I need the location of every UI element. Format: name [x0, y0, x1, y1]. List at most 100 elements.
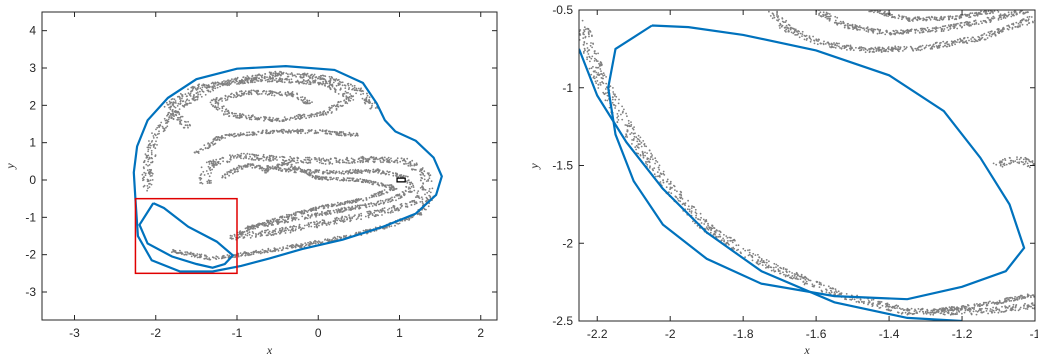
scatter-point — [887, 305, 890, 308]
scatter-point — [737, 248, 739, 251]
scatter-point — [214, 142, 217, 145]
scatter-point — [177, 252, 179, 255]
scatter-point — [595, 71, 598, 74]
scatter-point — [172, 103, 175, 106]
scatter-point — [293, 166, 296, 169]
scatter-point — [303, 114, 306, 116]
scatter-point — [295, 225, 297, 228]
scatter-point — [244, 115, 247, 117]
scatter-point — [381, 200, 384, 202]
scatter-point — [789, 28, 792, 31]
scatter-point — [612, 93, 615, 95]
scatter-point — [349, 93, 352, 95]
scatter-point — [228, 115, 231, 117]
scatter-band-upper-spiral — [163, 76, 355, 129]
scatter-point — [985, 310, 988, 312]
scatter-point — [219, 85, 222, 88]
scatter-point — [808, 36, 811, 39]
scatter-point — [322, 221, 324, 224]
scatter-point — [369, 101, 371, 104]
scatter-point — [237, 252, 240, 255]
scatter-point — [390, 225, 393, 228]
scatter-point — [287, 170, 290, 173]
scatter-point — [417, 190, 420, 193]
scatter-point — [276, 74, 279, 77]
scatter-point — [268, 93, 271, 96]
scatter-point — [272, 78, 274, 80]
scatter-point — [586, 47, 589, 49]
scatter-point — [876, 304, 878, 306]
scatter-point — [271, 119, 274, 122]
scatter-point — [725, 235, 728, 238]
scatter-point — [341, 203, 344, 206]
scatter-point — [334, 219, 337, 221]
scatter-point — [795, 273, 797, 276]
scatter-point — [757, 259, 759, 262]
scatter-point — [718, 233, 721, 236]
scatter-point — [352, 169, 354, 171]
scatter-point — [289, 230, 292, 232]
scatter-point — [267, 234, 269, 236]
scatter-point — [279, 80, 281, 83]
scatter-point — [818, 286, 821, 288]
scatter-point — [680, 196, 683, 199]
scatter-bands — [141, 70, 435, 261]
scatter-point — [612, 87, 614, 89]
scatter-point — [662, 181, 665, 184]
scatter-point — [257, 154, 260, 157]
scatter-point — [259, 231, 262, 234]
scatter-point — [273, 91, 275, 93]
scatter-point — [382, 170, 384, 173]
scatter-point — [845, 293, 848, 295]
scatter-point — [804, 278, 807, 281]
scatter-point — [265, 131, 267, 134]
scatter-point — [214, 87, 217, 90]
scatter-point — [324, 163, 327, 165]
scatter-point — [397, 194, 399, 197]
scatter-point — [777, 264, 779, 267]
scatter-point — [677, 199, 680, 202]
scatter-point — [290, 131, 292, 134]
scatter-point — [195, 95, 198, 98]
scatter-point — [315, 215, 317, 218]
scatter-point — [333, 222, 336, 225]
scatter-point — [426, 172, 429, 175]
scatter-point — [840, 47, 843, 49]
scatter-point — [1014, 309, 1017, 312]
scatter-point — [330, 112, 333, 114]
scatter-point — [373, 160, 376, 163]
scatter-point — [242, 237, 245, 239]
scatter-point — [362, 229, 365, 232]
scatter-point — [349, 179, 352, 182]
scatter-point — [270, 94, 273, 97]
scatter-point — [230, 155, 232, 158]
scatter-point — [278, 130, 281, 133]
scatter-point — [190, 251, 192, 254]
scatter-point — [360, 212, 362, 215]
scatter-point — [144, 174, 147, 177]
scatter-point — [354, 206, 357, 209]
scatter-point — [390, 157, 392, 160]
scatter-point — [383, 207, 386, 209]
scatter-point — [358, 89, 361, 92]
scatter-point — [781, 24, 784, 27]
scatter-point — [318, 161, 321, 164]
scatter-point — [257, 80, 260, 82]
scatter-point — [834, 288, 837, 291]
scatter-point — [416, 163, 418, 166]
scatter-point — [980, 309, 982, 312]
scatter-point — [413, 189, 416, 192]
scatter-point — [836, 291, 838, 294]
scatter-point — [652, 158, 654, 161]
scatter-point — [794, 34, 796, 36]
scatter-point — [245, 156, 248, 158]
scatter-point — [338, 236, 341, 238]
scatter-point — [338, 80, 341, 83]
scatter-point — [387, 201, 389, 204]
scatter-point — [255, 77, 258, 80]
scatter-point — [228, 82, 231, 84]
scatter-point — [266, 76, 268, 79]
scatter-point — [849, 45, 852, 48]
scatter-point — [199, 182, 202, 184]
x-tick-label: -1 — [232, 326, 243, 340]
